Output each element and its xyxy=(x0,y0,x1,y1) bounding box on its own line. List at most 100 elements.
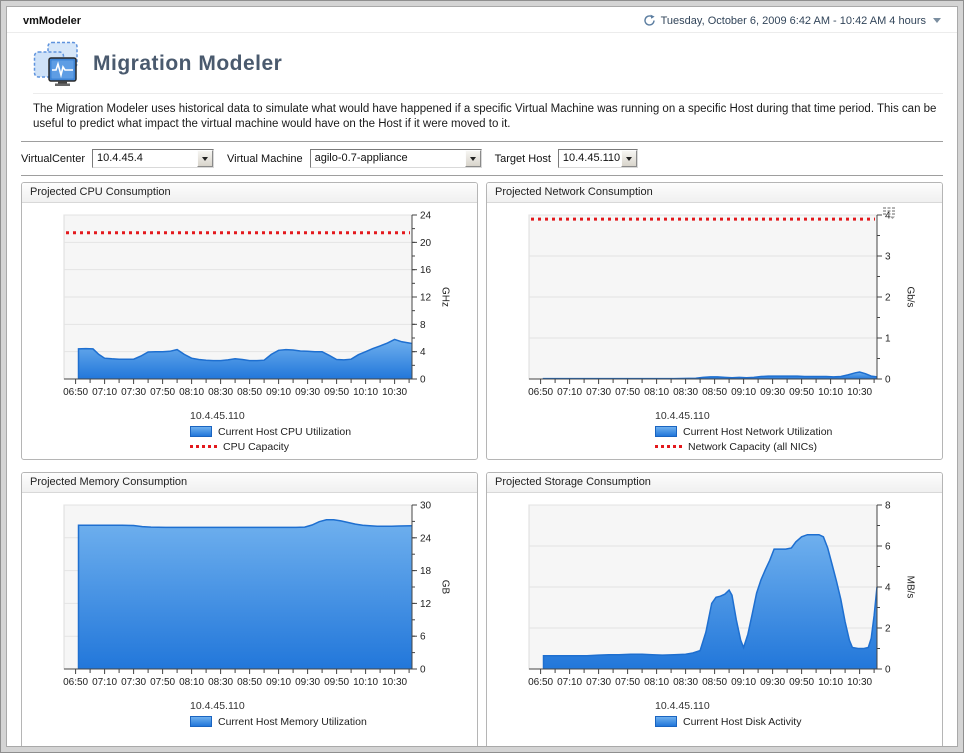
svg-text:07:10: 07:10 xyxy=(557,677,582,688)
svg-text:Gb/s: Gb/s xyxy=(904,286,915,307)
svg-text:MB/s: MB/s xyxy=(904,576,915,599)
svg-text:07:50: 07:50 xyxy=(615,677,640,688)
svg-text:06:50: 06:50 xyxy=(63,387,88,398)
svg-text:09:10: 09:10 xyxy=(731,387,756,398)
series-swatch xyxy=(190,426,212,437)
storage-legend: 10.4.45.110 Current Host Disk Activity xyxy=(655,700,942,729)
svg-text:6: 6 xyxy=(420,632,426,643)
svg-text:3: 3 xyxy=(885,252,891,263)
storage-chart: 0 2 4 6 8 MB/s 06:50 07:10 07:30 07:50 08:10 08:30 0… xyxy=(489,499,941,699)
svg-text:07:10: 07:10 xyxy=(92,387,117,398)
svg-text:07:30: 07:30 xyxy=(586,677,611,688)
time-range-control[interactable]: Tuesday, October 6, 2009 6:42 AM - 10:42… xyxy=(643,14,941,27)
svg-text:10:30: 10:30 xyxy=(847,677,872,688)
chevron-down-icon xyxy=(933,18,941,23)
chart-panel-memory: Projected Memory Consumption 0 6 12 18 24 30 G… xyxy=(21,472,478,746)
svg-text:2: 2 xyxy=(885,293,891,304)
svg-text:10:30: 10:30 xyxy=(382,387,407,398)
svg-text:30: 30 xyxy=(420,501,432,512)
capacity-swatch xyxy=(655,445,682,448)
page-title: Migration Modeler xyxy=(93,52,283,75)
svg-text:06:50: 06:50 xyxy=(528,677,553,688)
target-host-label: Target Host xyxy=(494,152,551,165)
capacity-label: CPU Capacity xyxy=(223,440,289,453)
svg-text:09:30: 09:30 xyxy=(760,387,785,398)
svg-text:10:10: 10:10 xyxy=(818,677,843,688)
filter-bar: VirtualCenter 10.4.45.4 Virtual Machine … xyxy=(21,149,943,168)
svg-text:08:50: 08:50 xyxy=(702,387,727,398)
svg-text:4: 4 xyxy=(885,211,891,222)
svg-text:07:30: 07:30 xyxy=(586,387,611,398)
svg-text:07:10: 07:10 xyxy=(92,677,117,688)
svg-text:09:50: 09:50 xyxy=(324,677,349,688)
capacity-label: Network Capacity (all NICs) xyxy=(688,440,817,453)
series-swatch xyxy=(655,426,677,437)
chart-panel-cpu: Projected CPU Consumption 0 4 8 12 16 20 24 GHz… xyxy=(21,182,478,460)
svg-text:09:50: 09:50 xyxy=(789,387,814,398)
panel-title-storage: Projected Storage Consumption xyxy=(487,473,942,493)
virtualcenter-select[interactable]: 10.4.45.4 xyxy=(92,149,214,168)
cpu-legend: 10.4.45.110 Current Host CPU Utilization… xyxy=(190,410,477,454)
svg-text:08:50: 08:50 xyxy=(702,677,727,688)
svg-text:09:30: 09:30 xyxy=(760,677,785,688)
series-label: Current Host Network Utilization xyxy=(683,425,833,438)
divider-bottom xyxy=(21,175,943,176)
svg-text:09:30: 09:30 xyxy=(295,677,320,688)
app-title: vmModeler xyxy=(23,14,82,27)
capacity-swatch xyxy=(190,445,217,448)
svg-text:GB: GB xyxy=(439,580,450,595)
svg-text:09:50: 09:50 xyxy=(324,387,349,398)
svg-text:08:10: 08:10 xyxy=(179,677,204,688)
svg-text:10:30: 10:30 xyxy=(847,387,872,398)
svg-text:4: 4 xyxy=(885,583,891,594)
dropdown-arrow-icon[interactable] xyxy=(464,150,481,167)
svg-text:08:30: 08:30 xyxy=(208,387,233,398)
series-swatch xyxy=(190,716,212,727)
svg-text:0: 0 xyxy=(885,375,891,386)
svg-text:2: 2 xyxy=(885,624,891,635)
top-bar: vmModeler Tuesday, October 6, 2009 6:42 … xyxy=(7,7,957,33)
page-description: The Migration Modeler uses historical da… xyxy=(33,103,937,130)
svg-text:07:30: 07:30 xyxy=(121,677,146,688)
svg-text:0: 0 xyxy=(420,665,426,676)
svg-text:GHz: GHz xyxy=(439,287,450,307)
svg-text:07:50: 07:50 xyxy=(150,677,175,688)
series-swatch xyxy=(655,716,677,727)
virtualcenter-label: VirtualCenter xyxy=(21,152,85,165)
svg-text:16: 16 xyxy=(420,265,432,276)
legend-host-label: 10.4.45.110 xyxy=(655,700,710,712)
target-host-select[interactable]: 10.4.45.110 xyxy=(557,149,638,168)
svg-text:09:10: 09:10 xyxy=(731,677,756,688)
legend-host-label: 10.4.45.110 xyxy=(190,410,245,422)
chart-panel-network: Projected Network Consumption 0 1 2 3 4 Gb/s 0… xyxy=(486,182,943,460)
svg-text:09:10: 09:10 xyxy=(266,387,291,398)
time-range-icon xyxy=(643,14,655,26)
dropdown-arrow-icon[interactable] xyxy=(197,150,213,167)
svg-text:09:50: 09:50 xyxy=(789,677,814,688)
panel-title-memory: Projected Memory Consumption xyxy=(22,473,477,493)
chart-panel-storage: Projected Storage Consumption 0 2 4 6 8 MB/s 0… xyxy=(486,472,943,746)
virtual-machine-select[interactable]: agilo-0.7-appliance xyxy=(309,149,482,168)
svg-text:6: 6 xyxy=(885,542,891,553)
svg-text:24: 24 xyxy=(420,533,432,544)
svg-text:1: 1 xyxy=(885,334,891,345)
svg-text:08:10: 08:10 xyxy=(179,387,204,398)
time-range-label: Tuesday, October 6, 2009 6:42 AM - 10:42… xyxy=(660,14,926,27)
svg-text:10:10: 10:10 xyxy=(353,677,378,688)
svg-text:18: 18 xyxy=(420,566,432,577)
svg-text:8: 8 xyxy=(885,501,891,512)
dropdown-arrow-icon[interactable] xyxy=(620,150,637,167)
svg-text:20: 20 xyxy=(420,238,432,249)
page-header: Migration Modeler xyxy=(33,41,943,94)
svg-text:08:30: 08:30 xyxy=(673,677,698,688)
svg-text:12: 12 xyxy=(420,599,432,610)
svg-text:08:10: 08:10 xyxy=(644,387,669,398)
svg-text:07:30: 07:30 xyxy=(121,387,146,398)
svg-text:08:10: 08:10 xyxy=(644,677,669,688)
chart-options-icon[interactable] xyxy=(882,206,896,219)
svg-text:24: 24 xyxy=(420,211,432,222)
series-label: Current Host Disk Activity xyxy=(683,715,802,728)
series-label: Current Host Memory Utilization xyxy=(218,715,367,728)
page: vmModeler Tuesday, October 6, 2009 6:42 … xyxy=(6,6,958,747)
